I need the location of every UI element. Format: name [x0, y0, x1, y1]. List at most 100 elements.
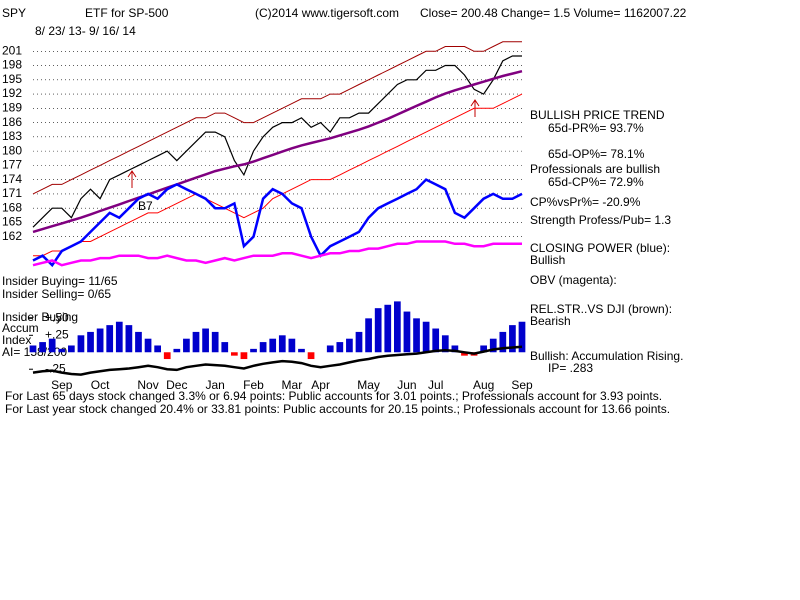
note: Bullish: Accumulation Rising.	[530, 349, 683, 363]
series-line	[32, 55, 522, 228]
accum-bar	[422, 321, 430, 353]
left-note: Accum	[2, 321, 39, 335]
accum-bar	[489, 338, 497, 353]
y-tick-label: 201	[2, 43, 22, 57]
accum-bar	[384, 304, 392, 353]
accum-bar	[509, 325, 516, 353]
date-range: 8/ 23/ 13- 9/ 16/ 14	[35, 24, 136, 38]
accum-bar	[39, 342, 46, 353]
accum-bar	[221, 342, 229, 353]
accum-bar	[480, 345, 488, 353]
note: 65d-CP%= 72.9%	[548, 175, 644, 189]
note: 65d-OP%= 78.1%	[548, 147, 645, 161]
note: Strength Profess/Pub= 1.3	[530, 213, 671, 227]
accum-bar	[67, 345, 75, 353]
accum-bar	[48, 338, 56, 353]
accum-bar	[307, 352, 315, 360]
y-tick-label: 174	[2, 172, 22, 186]
x-tick-label: Apr	[311, 378, 330, 392]
y-tick-label: 189	[2, 100, 22, 114]
x-tick-label: Dec	[166, 378, 187, 392]
series-line	[33, 93, 523, 257]
accum-bar	[451, 345, 459, 353]
accum-bar	[173, 348, 181, 353]
y-tick-label: 195	[2, 72, 22, 86]
accum-bar	[441, 335, 449, 353]
note: CLOSING POWER (blue):	[530, 241, 670, 255]
y-tick-label: +.25	[45, 327, 69, 341]
series-line	[32, 41, 522, 195]
note: Professionals are bullish	[530, 162, 660, 176]
x-tick-label: Jan	[205, 378, 224, 392]
accum-bar	[163, 352, 171, 360]
accum-bar	[183, 338, 190, 353]
y-tick-label: +.50	[45, 311, 69, 325]
accum-bar	[461, 352, 468, 356]
accum-bar	[211, 331, 219, 353]
y-tick-label: 183	[2, 129, 22, 143]
x-tick-label: Feb	[243, 378, 264, 392]
copyright: (C)2014 www.tigersoft.com	[255, 6, 399, 20]
accum-bar	[58, 348, 66, 353]
accum-bar	[413, 318, 420, 353]
symbol: SPY	[2, 6, 26, 20]
quote: Close= 200.48 Change= 1.5 Volume= 116200…	[420, 6, 687, 20]
accum-bar	[125, 325, 133, 353]
note: BULLISH PRICE TREND	[530, 108, 665, 122]
left-note: Index	[2, 333, 31, 347]
footer: For Last year stock changed 20.4% or 33.…	[5, 402, 670, 416]
series-line	[32, 69, 523, 234]
y-tick-label: 165	[2, 215, 22, 229]
y-tick-label: 198	[2, 58, 22, 72]
accum-bar	[115, 321, 123, 353]
accum-bar	[499, 331, 507, 353]
x-tick-label: Jun	[397, 378, 416, 392]
x-tick-label: Sep	[511, 378, 533, 392]
accum-bar	[336, 342, 344, 353]
note: OBV (magenta):	[530, 273, 617, 287]
accum-bar	[269, 338, 277, 353]
accum-bar	[250, 348, 257, 353]
x-tick-label: Sep	[51, 378, 73, 392]
left-note: Insider Buying	[2, 310, 78, 324]
note: Bullish	[530, 253, 565, 267]
annotation: B7	[138, 199, 153, 213]
accum-bar	[144, 338, 152, 353]
accum-bar	[240, 352, 248, 360]
accum-bar	[154, 345, 162, 353]
accum-bar	[403, 311, 411, 353]
note: CP%vsPr%= -20.9%	[530, 195, 641, 209]
accum-bar	[259, 342, 267, 353]
accum-bar	[432, 328, 440, 353]
x-tick-label: Jul	[428, 378, 443, 392]
accum-bar	[346, 338, 353, 353]
rel-strength-line	[32, 345, 523, 376]
accum-bar	[374, 308, 382, 353]
accum-bar	[202, 328, 209, 353]
y-tick-label: 186	[2, 115, 22, 129]
accum-bar	[393, 301, 401, 353]
series-line	[32, 178, 523, 268]
accum-bar	[298, 348, 305, 353]
accum-bar	[77, 335, 85, 353]
left-note: Insider Buying= 11/65	[2, 274, 118, 288]
note: Bearish	[530, 314, 571, 328]
y-tick-label: 162	[2, 229, 22, 243]
accum-bar	[230, 352, 238, 356]
accum-bar	[87, 331, 94, 353]
accum-bar	[365, 318, 372, 353]
arrow	[470, 99, 480, 117]
accum-bar	[29, 345, 37, 353]
note: REL.STR..VS DJI (brown):	[530, 302, 672, 316]
accum-bar	[288, 338, 296, 353]
accum-bar	[135, 331, 142, 353]
x-tick-label: May	[357, 378, 380, 392]
y-tick-label: 177	[2, 158, 22, 172]
accum-bar	[355, 331, 363, 353]
x-tick-label: Nov	[137, 378, 158, 392]
accum-bar	[106, 325, 114, 353]
y-tick-label: 168	[2, 200, 22, 214]
footer: For Last 65 days stock changed 3.3% or 6…	[5, 389, 662, 403]
note: 65d-PR%= 93.7%	[548, 121, 644, 135]
